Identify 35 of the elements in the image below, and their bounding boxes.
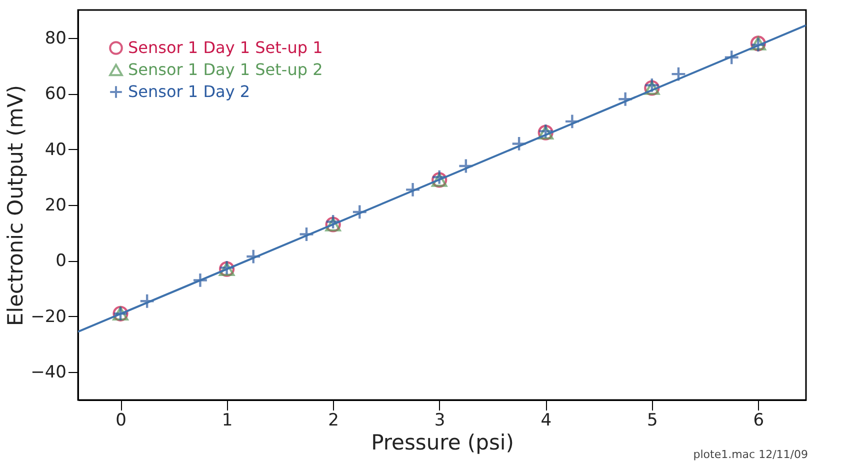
x-tick-label: 1: [222, 410, 233, 430]
point: [139, 293, 155, 309]
point: [564, 114, 580, 130]
point: [432, 169, 448, 185]
y-axis-title: Electronic Output (mV): [4, 84, 28, 326]
point: [618, 91, 634, 107]
point: [192, 272, 208, 288]
point: [724, 50, 740, 66]
x-tick-label: 2: [328, 410, 339, 430]
point: [246, 248, 262, 264]
legend-label: Sensor 1 Day 1 Set-up 1: [128, 38, 323, 57]
x-tick-label: 5: [646, 410, 658, 430]
point: [511, 136, 527, 152]
x-tick-label: 4: [540, 410, 552, 430]
y-tick-label: −20: [30, 306, 66, 327]
point: [644, 77, 660, 94]
point: [298, 226, 314, 242]
legend-label: Sensor 1 Day 1 Set-up 2: [128, 60, 323, 79]
point: [325, 214, 341, 230]
x-tick-label: 6: [753, 410, 764, 430]
y-tick-label: −40: [30, 362, 66, 383]
x-tick-label: 3: [434, 410, 446, 430]
point: [458, 158, 474, 174]
x-tick-label: 0: [116, 410, 126, 430]
point: [670, 66, 686, 82]
y-tick-label: 0: [56, 251, 66, 272]
point: [352, 204, 368, 220]
x-axis-title: Pressure (psi): [371, 430, 514, 454]
text: plote1.mac 12/11/09: [693, 448, 808, 461]
y-tick-label: 60: [44, 84, 66, 104]
y-tick-label: 40: [44, 140, 66, 160]
y-tick-label: 80: [44, 28, 66, 48]
point: [404, 182, 421, 198]
legend-label: Sensor 1 Day 2: [128, 82, 250, 101]
y-tick-label: 20: [44, 196, 66, 216]
